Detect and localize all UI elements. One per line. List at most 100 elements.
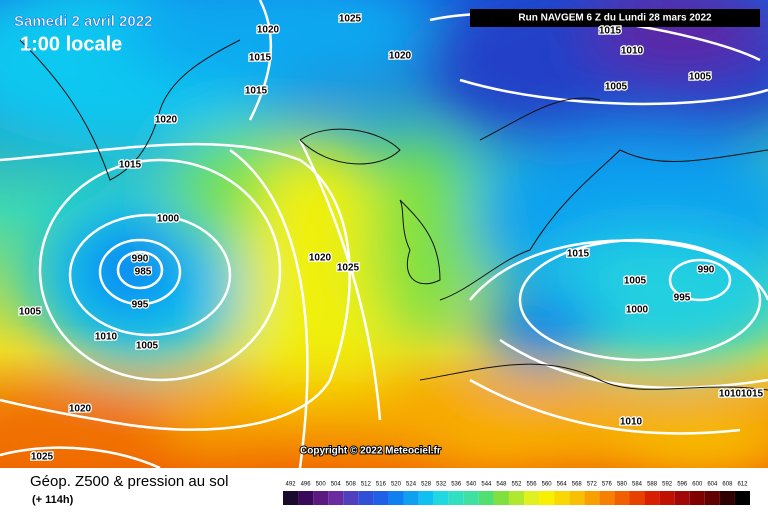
colorbar-label: 608 (722, 482, 733, 488)
isobar-label: 1015 (249, 53, 272, 64)
isobar-label: 1005 (689, 72, 712, 83)
colorbar-swatch (689, 491, 705, 505)
copyright: Copyright © 2022 Meteociel.fr (300, 446, 441, 457)
isobar-label: 1010 (719, 389, 742, 400)
colorbar-label: 564 (557, 482, 568, 488)
isobar-label: 1005 (136, 341, 159, 352)
colorbar-label: 500 (316, 482, 327, 488)
colorbar-label: 576 (602, 482, 613, 488)
colorbar-label: 572 (587, 482, 598, 488)
colorbar-swatch (704, 491, 720, 505)
isobar-labels: 1025 1020 1015 1015 1020 1020 1015 1000 990 985 99… (18, 12, 765, 464)
colorbar-label: 592 (662, 482, 673, 488)
isobar-label: 985 (135, 267, 152, 278)
colorbar-swatch (448, 491, 464, 505)
colorbar-label: 508 (346, 482, 357, 488)
isobar-label: 1015 (741, 389, 764, 400)
colorbar-swatch (493, 491, 509, 505)
colorbar-label: 528 (421, 482, 432, 488)
colorbar-swatch (463, 491, 479, 505)
isobar-label: 1005 (19, 307, 42, 318)
colorbar-label: 604 (707, 482, 718, 488)
isobar-label: 1015 (119, 160, 142, 171)
colorbar-swatch (373, 491, 389, 505)
run-info: Run NAVGEM 6 Z du Lundi 28 mars 2022 (518, 13, 712, 24)
colorbar-label: 520 (391, 482, 402, 488)
isobar-label: 1015 (567, 249, 590, 260)
colorbar-swatch (298, 491, 314, 505)
colorbar-label: 588 (647, 482, 658, 488)
colorbar-swatch (343, 491, 359, 505)
isobar-label: 1025 (31, 452, 54, 463)
colorbar-label: 512 (361, 482, 372, 488)
colorbar-swatch (283, 491, 299, 505)
colorbar-swatch (599, 491, 615, 505)
colorbar-label: 600 (692, 482, 703, 488)
colorbar-label: 516 (376, 482, 387, 488)
colorbar-label: 584 (632, 482, 643, 488)
colorbar-swatch (614, 491, 630, 505)
colorbar-label: 536 (451, 482, 462, 488)
colorbar-swatch (388, 491, 404, 505)
isobar-label: 1000 (157, 214, 180, 225)
isobar-label: 1020 (309, 253, 332, 264)
colorbar-swatch (734, 491, 750, 505)
forecast-lead: (+ 114h) (32, 494, 74, 506)
isobar-label: 990 (132, 254, 149, 265)
colorbar-swatch (674, 491, 690, 505)
isobar-label: 1025 (339, 14, 362, 25)
valid-date: Samedi 2 avril 2022 (14, 13, 152, 30)
isobar-label: 1020 (69, 404, 92, 415)
colorbar-label: 580 (617, 482, 628, 488)
colorbar-swatch (524, 491, 540, 505)
isobar-label: 1010 (621, 46, 644, 57)
colorbar-label: 560 (542, 482, 553, 488)
colorbar-label: 496 (301, 482, 312, 488)
isobar-label: 1010 (95, 332, 118, 343)
colorbar-swatch (629, 491, 645, 505)
colorbar-label: 544 (481, 482, 492, 488)
colorbar-swatch (313, 491, 329, 505)
colorbar-label: 524 (406, 482, 417, 488)
run-box (470, 9, 760, 27)
isobar-label: 995 (674, 293, 691, 304)
colorbar-label: 596 (677, 482, 688, 488)
colorbar-swatch (554, 491, 570, 505)
colorbar-label: 548 (496, 482, 507, 488)
local-time: 1:00 locale (20, 33, 122, 55)
colorbar-swatch (433, 491, 449, 505)
colorbar-swatch (719, 491, 735, 505)
colorbar-swatch (659, 491, 675, 505)
colorbar-label: 540 (466, 482, 477, 488)
colorbar: 492 496 500 504 508 512 516 520 524 528 532 536 540 5… (283, 482, 750, 505)
isobar-label: 1015 (599, 26, 622, 37)
colorbar-label: 568 (572, 482, 583, 488)
colorbar-swatch (403, 491, 419, 505)
colorbar-swatch (584, 491, 600, 505)
colorbar-swatch (418, 491, 434, 505)
colorbar-label: 504 (331, 482, 342, 488)
isobar-label: 1015 (245, 86, 268, 97)
colorbar-label: 492 (286, 482, 297, 488)
isobar-label: 1010 (620, 417, 643, 428)
colorbar-label: 532 (436, 482, 447, 488)
colorbar-swatch (358, 491, 374, 505)
field (0, 0, 768, 468)
colorbar-label: 612 (737, 482, 748, 488)
isobar-label: 1020 (257, 25, 280, 36)
isobar-label: 990 (698, 265, 715, 276)
colorbar-label: 556 (527, 482, 538, 488)
colorbar-swatch (539, 491, 555, 505)
colorbar-swatch (644, 491, 660, 505)
isobar-label: 1005 (605, 82, 628, 93)
isobar-label: 1020 (389, 51, 412, 62)
footer-title: Géop. Z500 & pression au sol (30, 473, 228, 490)
colorbar-label: 552 (511, 482, 522, 488)
isobar-label: 1025 (337, 263, 360, 274)
isobar-label: 1005 (624, 276, 647, 287)
isobar-label: 1000 (626, 305, 649, 316)
isobar-label: 995 (132, 300, 149, 311)
colorbar-swatch (328, 491, 344, 505)
colorbar-swatch (569, 491, 585, 505)
